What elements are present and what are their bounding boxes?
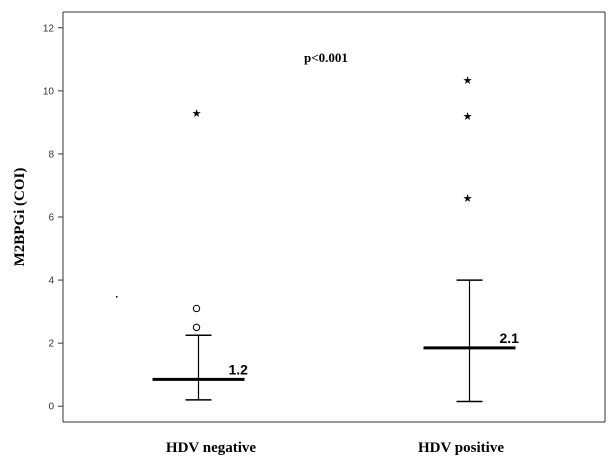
box-groups: 1.2 ★ 2.1 ★ ★ ★ xyxy=(152,74,520,403)
extreme-point-hdv-positive: ★ xyxy=(463,192,473,205)
category-label-hdv-positive: HDV positive xyxy=(418,440,504,456)
outlier-point-hdv-negative xyxy=(192,304,201,313)
median-label-hdv-negative: 1.2 xyxy=(229,361,249,377)
y-axis-ticks: 0 2 4 6 8 10 12 xyxy=(43,23,63,413)
y-tick-label: 8 xyxy=(48,149,54,160)
y-axis-label: M2BPGi (COI) xyxy=(12,168,28,267)
category-label-hdv-negative: HDV negative xyxy=(166,440,256,456)
stray-dot-mark xyxy=(116,296,118,298)
median-label-hdv-positive: 2.1 xyxy=(500,330,520,346)
outlier-point-hdv-negative xyxy=(192,323,201,332)
y-tick-label: 6 xyxy=(48,213,54,224)
y-tick-label: 12 xyxy=(43,23,55,34)
p-value-annotation: p<0.001 xyxy=(304,50,348,65)
y-tick-label: 2 xyxy=(48,339,54,350)
extreme-point-hdv-positive: ★ xyxy=(463,74,473,87)
extreme-point-hdv-negative: ★ xyxy=(192,107,202,120)
y-tick-label: 4 xyxy=(48,276,54,287)
y-tick-label: 0 xyxy=(48,402,54,413)
extreme-point-hdv-positive: ★ xyxy=(463,110,473,123)
y-tick-label: 10 xyxy=(43,86,55,97)
